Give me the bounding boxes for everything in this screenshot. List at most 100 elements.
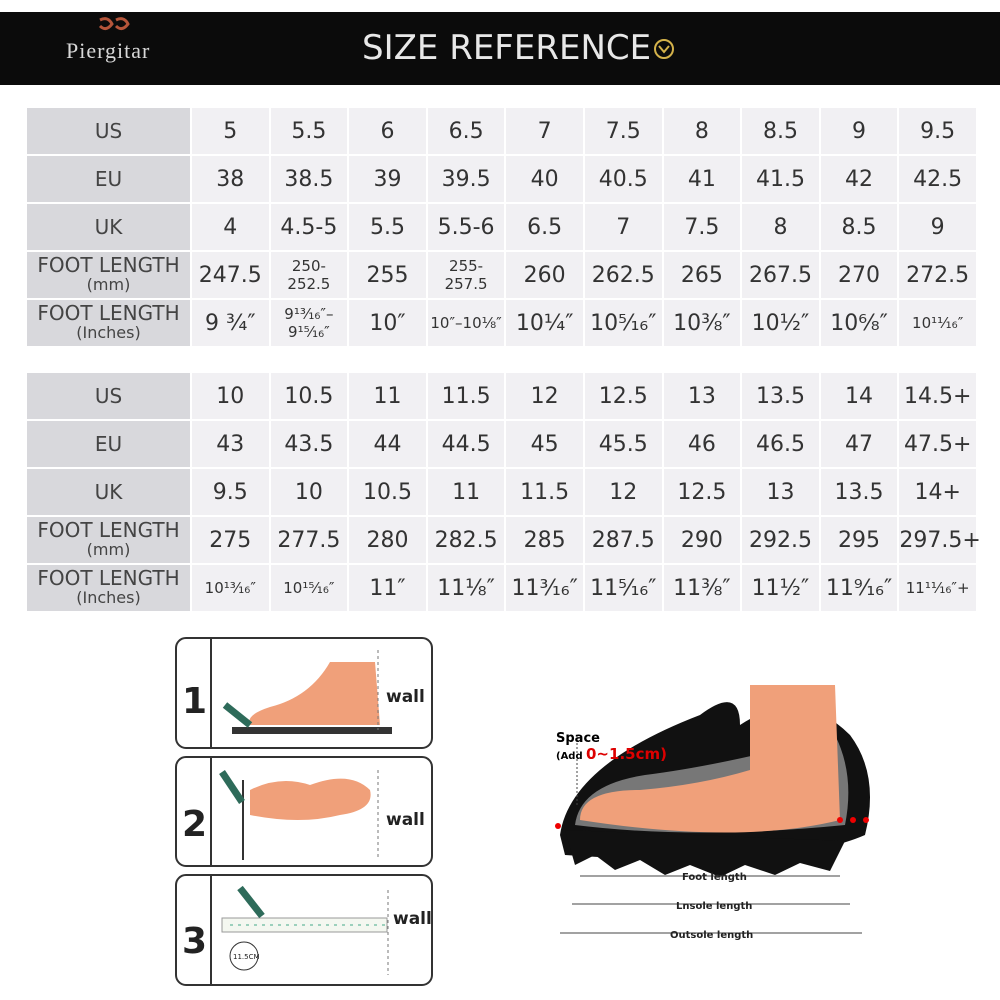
size-cell: 11: [427, 469, 505, 515]
size-cell: 11.5: [427, 373, 505, 419]
table-row: UK 4 4.5-5 5.5 5.5-6 6.5 7 7.5 8 8.5 9: [27, 204, 976, 250]
size-cell: 10⁵⁄₁₆″: [584, 300, 662, 346]
size-cell: 14: [820, 373, 898, 419]
size-cell: 46.5: [742, 421, 819, 467]
step-number: 1: [182, 681, 207, 722]
size-cell: 10¹¹⁄₁₆″: [899, 300, 976, 346]
size-cell: 10: [192, 373, 269, 419]
size-cell: 13: [663, 373, 741, 419]
size-cell: 5.5: [349, 204, 426, 250]
size-cell: 265: [663, 252, 741, 298]
size-cell: 11: [349, 373, 426, 419]
size-cell: 40: [506, 156, 583, 202]
size-cell: 46: [663, 421, 741, 467]
size-cell: 9.5: [192, 469, 269, 515]
size-cell: 6: [349, 108, 426, 154]
size-cell: 9: [899, 204, 976, 250]
table-row: EU 38 38.5 39 39.5 40 40.5 41 41.5 42 42.5: [27, 156, 976, 202]
size-cell: 7: [584, 204, 662, 250]
size-cell: 11⅛″: [427, 565, 505, 611]
row-label-text: FOOT LENGTH: [37, 253, 180, 277]
row-label: EU: [27, 421, 190, 467]
range-label: 0~1.5cm): [586, 745, 667, 763]
row-label: FOOT LENGTH (mm): [27, 517, 190, 563]
size-cell: 41.5: [742, 156, 819, 202]
row-label: FOOT LENGTH (Inches): [27, 565, 190, 611]
size-table: US 5 5.5 6 6.5 7 7.5 8 8.5 9 9.5 EU 38 38.5 39 39.5 40 40…: [25, 106, 978, 348]
size-cell: 11⁵⁄₁₆″: [584, 565, 662, 611]
size-cell: 8.5: [742, 108, 819, 154]
size-cell: 11⅜″: [663, 565, 741, 611]
row-label: EU: [27, 156, 190, 202]
size-cell: 11⁹⁄₁₆″: [820, 565, 898, 611]
size-cell: 285: [506, 517, 583, 563]
size-cell: 47.5+: [899, 421, 976, 467]
size-cell: 10″–10⅛″: [427, 300, 505, 346]
size-cell: 11³⁄₁₆″: [506, 565, 583, 611]
size-cell: 9: [820, 108, 898, 154]
size-cell: 44: [349, 421, 426, 467]
size-cell: 39: [349, 156, 426, 202]
size-cell: 6.5: [506, 204, 583, 250]
size-cell: 10⅜″: [663, 300, 741, 346]
size-cell: 255-257.5: [427, 252, 505, 298]
row-label-text: US: [94, 384, 123, 408]
row-label: US: [27, 373, 190, 419]
size-cell: 8: [742, 204, 819, 250]
wall-label: wall: [393, 909, 432, 929]
row-label: US: [27, 108, 190, 154]
size-cell: 11¹¹⁄₁₆″+: [899, 565, 976, 611]
size-cell: 250-252.5: [270, 252, 348, 298]
row-unit: (mm): [86, 275, 131, 294]
size-cell: 38.5: [270, 156, 348, 202]
size-cell: 13.5: [742, 373, 819, 419]
row-unit: (Inches): [76, 323, 141, 342]
row-label-text: US: [94, 119, 123, 143]
size-cell: 290: [663, 517, 741, 563]
size-cell: 260: [506, 252, 583, 298]
size-cell: 42: [820, 156, 898, 202]
size-cell: 43: [192, 421, 269, 467]
size-cell: 275: [192, 517, 269, 563]
size-cell: 42.5: [899, 156, 976, 202]
size-cell: 10.5: [349, 469, 426, 515]
add-label: (Add: [556, 751, 583, 762]
size-cell: 10¹⁵⁄₁₆″: [270, 565, 348, 611]
table-row: FOOT LENGTH (Inches) 9 ¾″ 9¹³⁄₁₆″–9¹⁵⁄₁₆″ 10…: [27, 300, 976, 346]
size-table: US 10 10.5 11 11.5 12 12.5 13 13.5 14 14.5+ EU 43 43.…: [25, 371, 981, 613]
size-cell: 14.5+: [899, 373, 976, 419]
size-cell: 12: [584, 469, 662, 515]
size-cell: 38: [192, 156, 269, 202]
size-cell: 247.5: [192, 252, 269, 298]
size-cell: 5: [192, 108, 269, 154]
size-cell: 287.5: [584, 517, 662, 563]
table-row: FOOT LENGTH (mm) 275 277.5 280 282.5 285 287.5 2…: [27, 517, 981, 563]
size-cell: 255: [349, 252, 426, 298]
size-cell: 45.5: [584, 421, 662, 467]
size-cell: 4.5-5: [270, 204, 348, 250]
size-cell: 11½″: [742, 565, 819, 611]
row-unit: (mm): [86, 540, 131, 559]
wall-label: wall: [386, 687, 425, 707]
size-cell: 5.5-6: [427, 204, 505, 250]
size-cell: 7: [506, 108, 583, 154]
size-cell: 297.5+: [899, 517, 981, 563]
size-cell: 9.5: [899, 108, 976, 154]
size-cell: 13.5: [820, 469, 898, 515]
size-cell: 10¼″: [506, 300, 583, 346]
length-label: Foot length: [682, 872, 747, 883]
size-cell: 280: [349, 517, 426, 563]
row-label-text: UK: [94, 480, 123, 504]
row-label-text: UK: [94, 215, 123, 239]
size-cell: 12.5: [584, 373, 662, 419]
row-label: UK: [27, 204, 190, 250]
size-cell: 45: [506, 421, 583, 467]
size-cell: 4: [192, 204, 269, 250]
size-cell: 41: [663, 156, 741, 202]
size-cell: 43.5: [270, 421, 348, 467]
size-cell: 6.5: [427, 108, 505, 154]
size-cell: 39.5: [427, 156, 505, 202]
size-cell: 11″: [349, 565, 426, 611]
